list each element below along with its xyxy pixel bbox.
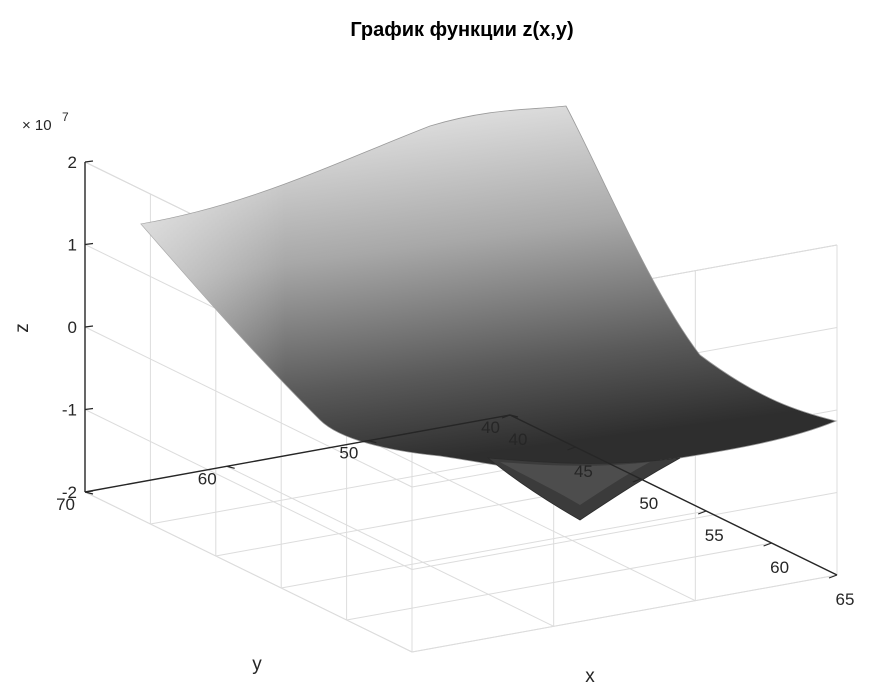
z-tick-labels: -2 -1 0 1 2 [62, 153, 77, 502]
y-tick-label: 70 [56, 495, 75, 514]
grid-line [411, 492, 838, 570]
y-tick [226, 465, 235, 469]
x-tick-label: 60 [770, 558, 789, 577]
z-tick-label: 1 [68, 236, 77, 255]
y-tick-label: 50 [339, 444, 358, 463]
grid-line [346, 542, 772, 621]
z-multiplier: × 10 7 [22, 110, 69, 134]
y-tick [509, 414, 519, 418]
z-tick [84, 242, 94, 246]
x-tick [828, 574, 838, 579]
z-multiplier-text: × 10 [22, 117, 52, 134]
x-tick-label: 40 [509, 430, 528, 449]
z-axis-label: z [12, 323, 33, 333]
surface-left-light [141, 126, 430, 420]
x-tick-label: 55 [705, 526, 724, 545]
surface-fold-shade [500, 462, 650, 505]
y-tick-labels: 40 50 60 70 [56, 418, 500, 514]
z-tick-label: -2 [62, 483, 77, 502]
z-tick-label: -1 [62, 401, 77, 420]
x-tick-label: 45 [574, 462, 593, 481]
x-tick-labels: 40 45 50 55 60 65 [509, 430, 855, 609]
y-axis-label: y [252, 654, 262, 675]
z-tick [84, 160, 94, 163]
x-axis-label: x [585, 666, 595, 687]
chart-title: График функции z(x,y) [350, 19, 573, 41]
z-tick-label: 0 [68, 318, 77, 337]
z-tick [84, 325, 94, 328]
grid-line [84, 409, 413, 570]
surface [140, 105, 838, 521]
x-axis-line [509, 414, 838, 576]
grid-line [84, 491, 413, 653]
y-tick-label: 40 [481, 418, 500, 437]
x-tick-label: 65 [836, 590, 855, 609]
x-tick-label: 50 [639, 494, 658, 513]
x-tick [697, 510, 707, 515]
x-tick [501, 414, 511, 419]
y-axis-line [84, 414, 511, 493]
grid-line [226, 465, 554, 627]
grid-line [281, 510, 707, 589]
x-tick [632, 478, 642, 483]
y-tick [84, 491, 94, 495]
grid-line [368, 440, 696, 602]
x-tick [567, 446, 576, 451]
z-exponent: 7 [62, 110, 69, 124]
y-tick-label: 60 [198, 469, 217, 488]
grid-line [411, 574, 838, 653]
z-tick-label: 2 [68, 153, 77, 172]
x-tick [763, 542, 772, 547]
z-tick [84, 407, 94, 411]
y-tick [368, 440, 377, 444]
grid-line [84, 326, 413, 488]
tick-marks [84, 160, 838, 579]
